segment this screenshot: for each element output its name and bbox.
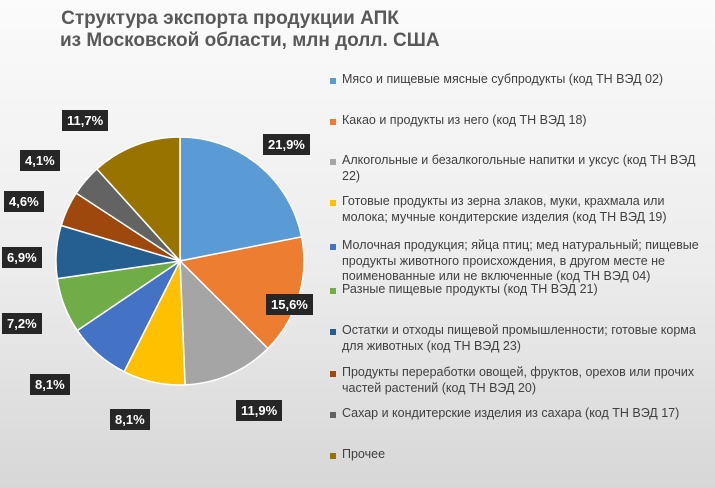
chart-title: Структура экспорта продукции АПК из Моск…	[60, 8, 440, 52]
legend-label-7: Остатки и отходы пищевой промышленности;…	[342, 323, 696, 353]
pie-slice-3	[179, 259, 269, 386]
data-label-5: 8,1%	[30, 374, 70, 395]
legend-swatch-7	[330, 329, 336, 335]
legend-swatch-10	[330, 453, 336, 459]
legend-label-8: Продукты переработки овощей, фруктов, ор…	[342, 365, 695, 395]
legend-swatch-5	[330, 244, 336, 250]
legend-swatch-3	[330, 159, 336, 165]
legend-label-9: Сахар и кондитерские изделия из сахара (…	[342, 406, 680, 420]
legend-label-6: Разные пищевые продукты (код ТН ВЭД 21)	[342, 282, 598, 296]
chart-title-line-1: Структура экспорта продукции АПК	[61, 8, 399, 29]
data-label-8: 4,6%	[4, 191, 44, 212]
legend-swatch-1	[330, 78, 336, 84]
data-label-1: 21,9%	[263, 134, 310, 155]
data-label-10: 11,7%	[62, 110, 109, 131]
data-label-2: 15,6%	[266, 294, 313, 315]
legend-swatch-2	[330, 119, 336, 125]
legend-label-3: Алкогольные и безалкогольные напитки и у…	[342, 153, 696, 183]
legend-label-5: Молочная продукция; яйца птиц; мед натур…	[342, 238, 699, 283]
legend-label-4: Готовые продукты из зерна злаков, муки, …	[342, 194, 667, 224]
chart-title-line-2: из Московской области, млн долл. США	[60, 30, 440, 51]
data-label-6: 7,2%	[2, 313, 42, 334]
legend-swatch-9	[330, 412, 336, 418]
data-label-9: 4,1%	[20, 150, 60, 171]
data-label-7: 6,9%	[2, 247, 42, 268]
data-label-4: 8,1%	[110, 409, 150, 430]
legend-swatch-6	[330, 288, 336, 294]
legend-label-1: Мясо и пищевые мясные субпродукты (код Т…	[342, 72, 664, 86]
data-label-3: 11,9%	[236, 400, 283, 421]
legend-label-2: Какао и продукты из него (код ТН ВЭД 18)	[342, 113, 587, 127]
legend-label-10: Прочее	[342, 447, 386, 461]
pie-slice-10	[95, 136, 181, 263]
pie-slice-1	[179, 136, 303, 262]
pie-chart	[55, 136, 305, 386]
legend-swatch-8	[330, 371, 336, 377]
legend-swatch-4	[330, 200, 336, 206]
